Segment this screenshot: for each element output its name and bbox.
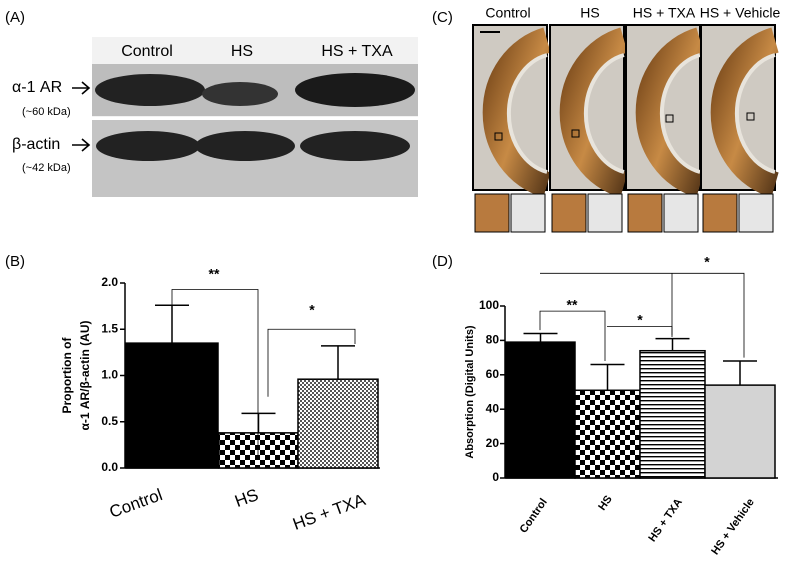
x-tick-label: HS + TXA	[290, 490, 368, 534]
lane-label: HS	[231, 43, 253, 60]
vessel-wall	[506, 53, 548, 174]
bar	[574, 389, 641, 479]
row-size: (~42 kDa)	[22, 162, 71, 174]
lane-label: Control	[121, 43, 173, 60]
bar	[125, 342, 219, 469]
row-label: β-actin	[12, 136, 60, 153]
bar	[297, 378, 379, 469]
error-bar	[723, 360, 757, 386]
thumb	[510, 193, 546, 233]
micrograph-images	[472, 24, 780, 233]
lane-label: HS + TXA	[321, 43, 393, 60]
x-tick-label: HS	[232, 485, 261, 511]
y-axis-label: Proportion of	[60, 337, 74, 414]
vessel-wall	[734, 53, 776, 174]
x-tick-label: HS	[596, 494, 615, 513]
y-tick-label: 40	[486, 401, 500, 415]
bar	[218, 432, 299, 469]
y-tick-label: 1.0	[101, 368, 118, 382]
error-bar	[590, 363, 625, 391]
roi-box	[665, 114, 674, 123]
significance-label: **	[567, 297, 578, 313]
error-bar	[655, 337, 690, 351]
column-label: HS + TXA	[633, 5, 696, 21]
y-tick-label: 1.5	[101, 321, 118, 335]
y-tick-label: 0	[492, 470, 499, 484]
column-label: HS + Vehicle	[700, 5, 781, 21]
panel-label: (B)	[5, 253, 25, 270]
bar	[704, 384, 776, 479]
bar	[639, 349, 706, 479]
x-tick-label: Control	[107, 485, 165, 522]
y-tick-label: 0.0	[101, 460, 118, 474]
error-bar	[241, 412, 276, 433]
panel-label: (A)	[5, 9, 25, 26]
thumb	[587, 193, 623, 233]
x-tick-label: HS + Vehicle	[709, 497, 757, 558]
y-tick-label: 80	[486, 333, 500, 347]
vessel-wall	[659, 53, 701, 174]
y-tick-label: 100	[479, 298, 499, 312]
vessel-wall	[559, 27, 629, 198]
y-tick-label: 60	[486, 367, 500, 381]
bar	[505, 341, 576, 479]
y-axis-label: α-1 AR/β-actin (AU)	[78, 320, 92, 430]
error-bar	[523, 332, 558, 343]
charts: (B) Proportion of α-1 AR/β-actin (AU) 0.0 0.…	[5, 253, 778, 557]
roi-box	[571, 129, 580, 138]
column-label: HS	[580, 5, 599, 21]
roi-box	[494, 132, 503, 141]
significance-label: *	[704, 254, 710, 270]
y-tick-label: 2.0	[101, 275, 118, 289]
arrow	[72, 81, 91, 95]
thumb	[474, 193, 510, 233]
vessel-wall	[583, 53, 625, 174]
blot-image	[92, 37, 418, 197]
panel-label: (C)	[432, 9, 453, 26]
significance-label: *	[637, 312, 643, 328]
significance-bracket	[267, 328, 356, 397]
x-tick-label: HS + TXA	[646, 496, 684, 544]
significance-label: *	[309, 302, 315, 318]
error-bar	[155, 304, 189, 344]
roi-box	[746, 112, 755, 121]
error-bar	[321, 345, 355, 380]
thumb	[551, 193, 587, 233]
row-size: (~60 kDa)	[22, 106, 71, 118]
thumb	[702, 193, 738, 233]
column-label: Control	[485, 5, 530, 21]
significance-bracket	[539, 310, 606, 362]
significance-label: **	[209, 266, 220, 282]
significance-bracket	[540, 272, 745, 358]
vessel-wall	[482, 27, 552, 198]
row-label: α-1 AR	[12, 79, 62, 96]
vessel-wall	[635, 27, 705, 198]
thumb	[738, 193, 774, 233]
y-axis-label: Absorption (Digital Units)	[464, 325, 476, 459]
thumb	[627, 193, 663, 233]
arrow	[72, 138, 91, 152]
y-tick-label: 20	[486, 436, 500, 450]
vessel-wall	[710, 27, 780, 198]
significance-bracket	[607, 326, 673, 336]
panel-label: (D)	[432, 253, 453, 270]
y-tick-label: 0.5	[101, 414, 118, 428]
x-tick-label: Control	[518, 497, 550, 536]
significance-bracket	[171, 289, 259, 459]
thumb	[663, 193, 699, 233]
